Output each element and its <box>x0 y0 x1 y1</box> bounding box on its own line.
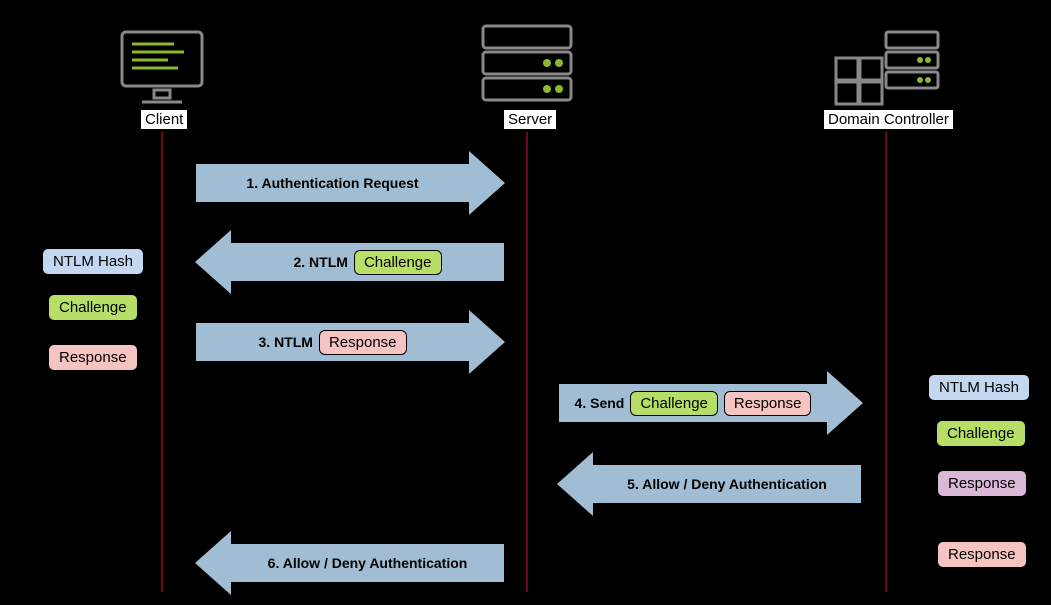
server-label: Server <box>503 109 557 130</box>
client-challenge-badge: Challenge <box>48 294 138 321</box>
dc-response-received-badge: Response <box>937 541 1027 568</box>
dc-ntlm-hash-badge: NTLM Hash <box>928 374 1030 401</box>
dc-lifeline <box>885 132 887 592</box>
client-lifeline <box>161 132 163 592</box>
dc-icon <box>832 28 942 111</box>
client-ntlm-hash-badge: NTLM Hash <box>42 248 144 275</box>
arrow-send-challenge-response: 4. Send Challenge Response <box>558 383 828 423</box>
arrow-ntlm-response: 3. NTLM Response <box>195 322 470 362</box>
response-badge-icon: Response <box>724 391 812 416</box>
dc-challenge-badge: Challenge <box>936 420 1026 447</box>
dc-response-computed-badge: Response <box>937 470 1027 497</box>
arrow-allow-deny-server: 6. Allow / Deny Authentication <box>230 543 505 583</box>
arrow-auth-request: 1. Authentication Request <box>195 163 470 203</box>
arrow-prefix: 2. NTLM <box>293 254 347 270</box>
arrow-allow-deny-dc: 5. Allow / Deny Authentication <box>592 464 862 504</box>
client-response-badge: Response <box>48 344 138 371</box>
server-icon <box>479 22 575 111</box>
arrow-ntlm-challenge: 2. NTLM Challenge <box>230 242 505 282</box>
arrow-prefix: 3. NTLM <box>259 334 313 350</box>
arrow-text: 5. Allow / Deny Authentication <box>627 476 827 492</box>
client-label: Client <box>140 109 188 130</box>
client-icon <box>114 28 210 113</box>
dc-label: Domain Controller <box>823 109 954 130</box>
server-lifeline <box>526 132 528 592</box>
arrow-text: 1. Authentication Request <box>246 175 418 191</box>
challenge-badge-icon: Challenge <box>630 391 718 416</box>
response-badge-icon: Response <box>319 330 407 355</box>
challenge-badge-icon: Challenge <box>354 250 442 275</box>
arrow-text: 6. Allow / Deny Authentication <box>268 555 468 571</box>
arrow-prefix: 4. Send <box>575 395 625 411</box>
